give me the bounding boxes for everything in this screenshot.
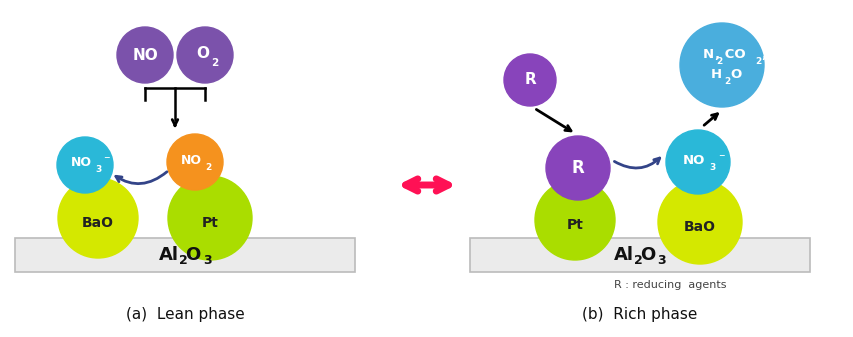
Circle shape	[117, 27, 173, 83]
Text: Pt: Pt	[566, 218, 583, 232]
Text: O: O	[640, 246, 655, 264]
FancyBboxPatch shape	[15, 238, 355, 272]
Text: 3: 3	[202, 253, 211, 267]
Text: Al: Al	[613, 246, 633, 264]
Text: BaO: BaO	[683, 220, 715, 234]
Text: 2: 2	[723, 76, 729, 86]
Circle shape	[57, 137, 113, 193]
Text: 2: 2	[715, 57, 722, 65]
Circle shape	[177, 27, 233, 83]
Text: ⁻: ⁻	[717, 153, 723, 165]
Text: BaO: BaO	[82, 216, 113, 230]
Circle shape	[657, 180, 741, 264]
Text: ⁻: ⁻	[102, 154, 109, 167]
Text: R: R	[524, 72, 535, 88]
Text: 3: 3	[708, 163, 714, 173]
Circle shape	[167, 134, 223, 190]
Circle shape	[503, 54, 555, 106]
Text: O: O	[196, 45, 209, 61]
Text: Al: Al	[159, 246, 179, 264]
Text: Pt: Pt	[201, 216, 218, 230]
Text: , CO: , CO	[714, 49, 745, 61]
Circle shape	[58, 178, 138, 258]
Text: O: O	[729, 68, 740, 82]
Text: NO: NO	[71, 156, 91, 170]
Text: R : reducing  agents: R : reducing agents	[613, 280, 725, 290]
Text: (a)  Lean phase: (a) Lean phase	[125, 307, 244, 323]
Circle shape	[545, 136, 609, 200]
Text: 3: 3	[95, 165, 101, 175]
Circle shape	[679, 23, 763, 107]
Text: 2: 2	[178, 253, 187, 267]
Text: 2: 2	[212, 58, 218, 68]
Text: NO: NO	[132, 48, 158, 62]
Text: NO: NO	[180, 153, 201, 166]
Text: 2: 2	[754, 57, 760, 65]
Text: 3: 3	[657, 253, 665, 267]
Text: O: O	[185, 246, 200, 264]
Circle shape	[168, 176, 252, 260]
Text: NO: NO	[682, 153, 705, 166]
FancyBboxPatch shape	[469, 238, 809, 272]
Text: H: H	[710, 68, 721, 82]
Text: (b)  Rich phase: (b) Rich phase	[582, 307, 697, 323]
Text: 2: 2	[633, 253, 641, 267]
Text: ,: ,	[761, 49, 766, 61]
Text: R: R	[571, 159, 583, 177]
Text: 2: 2	[205, 163, 211, 173]
Circle shape	[534, 180, 614, 260]
Text: N: N	[702, 49, 713, 61]
Circle shape	[665, 130, 729, 194]
